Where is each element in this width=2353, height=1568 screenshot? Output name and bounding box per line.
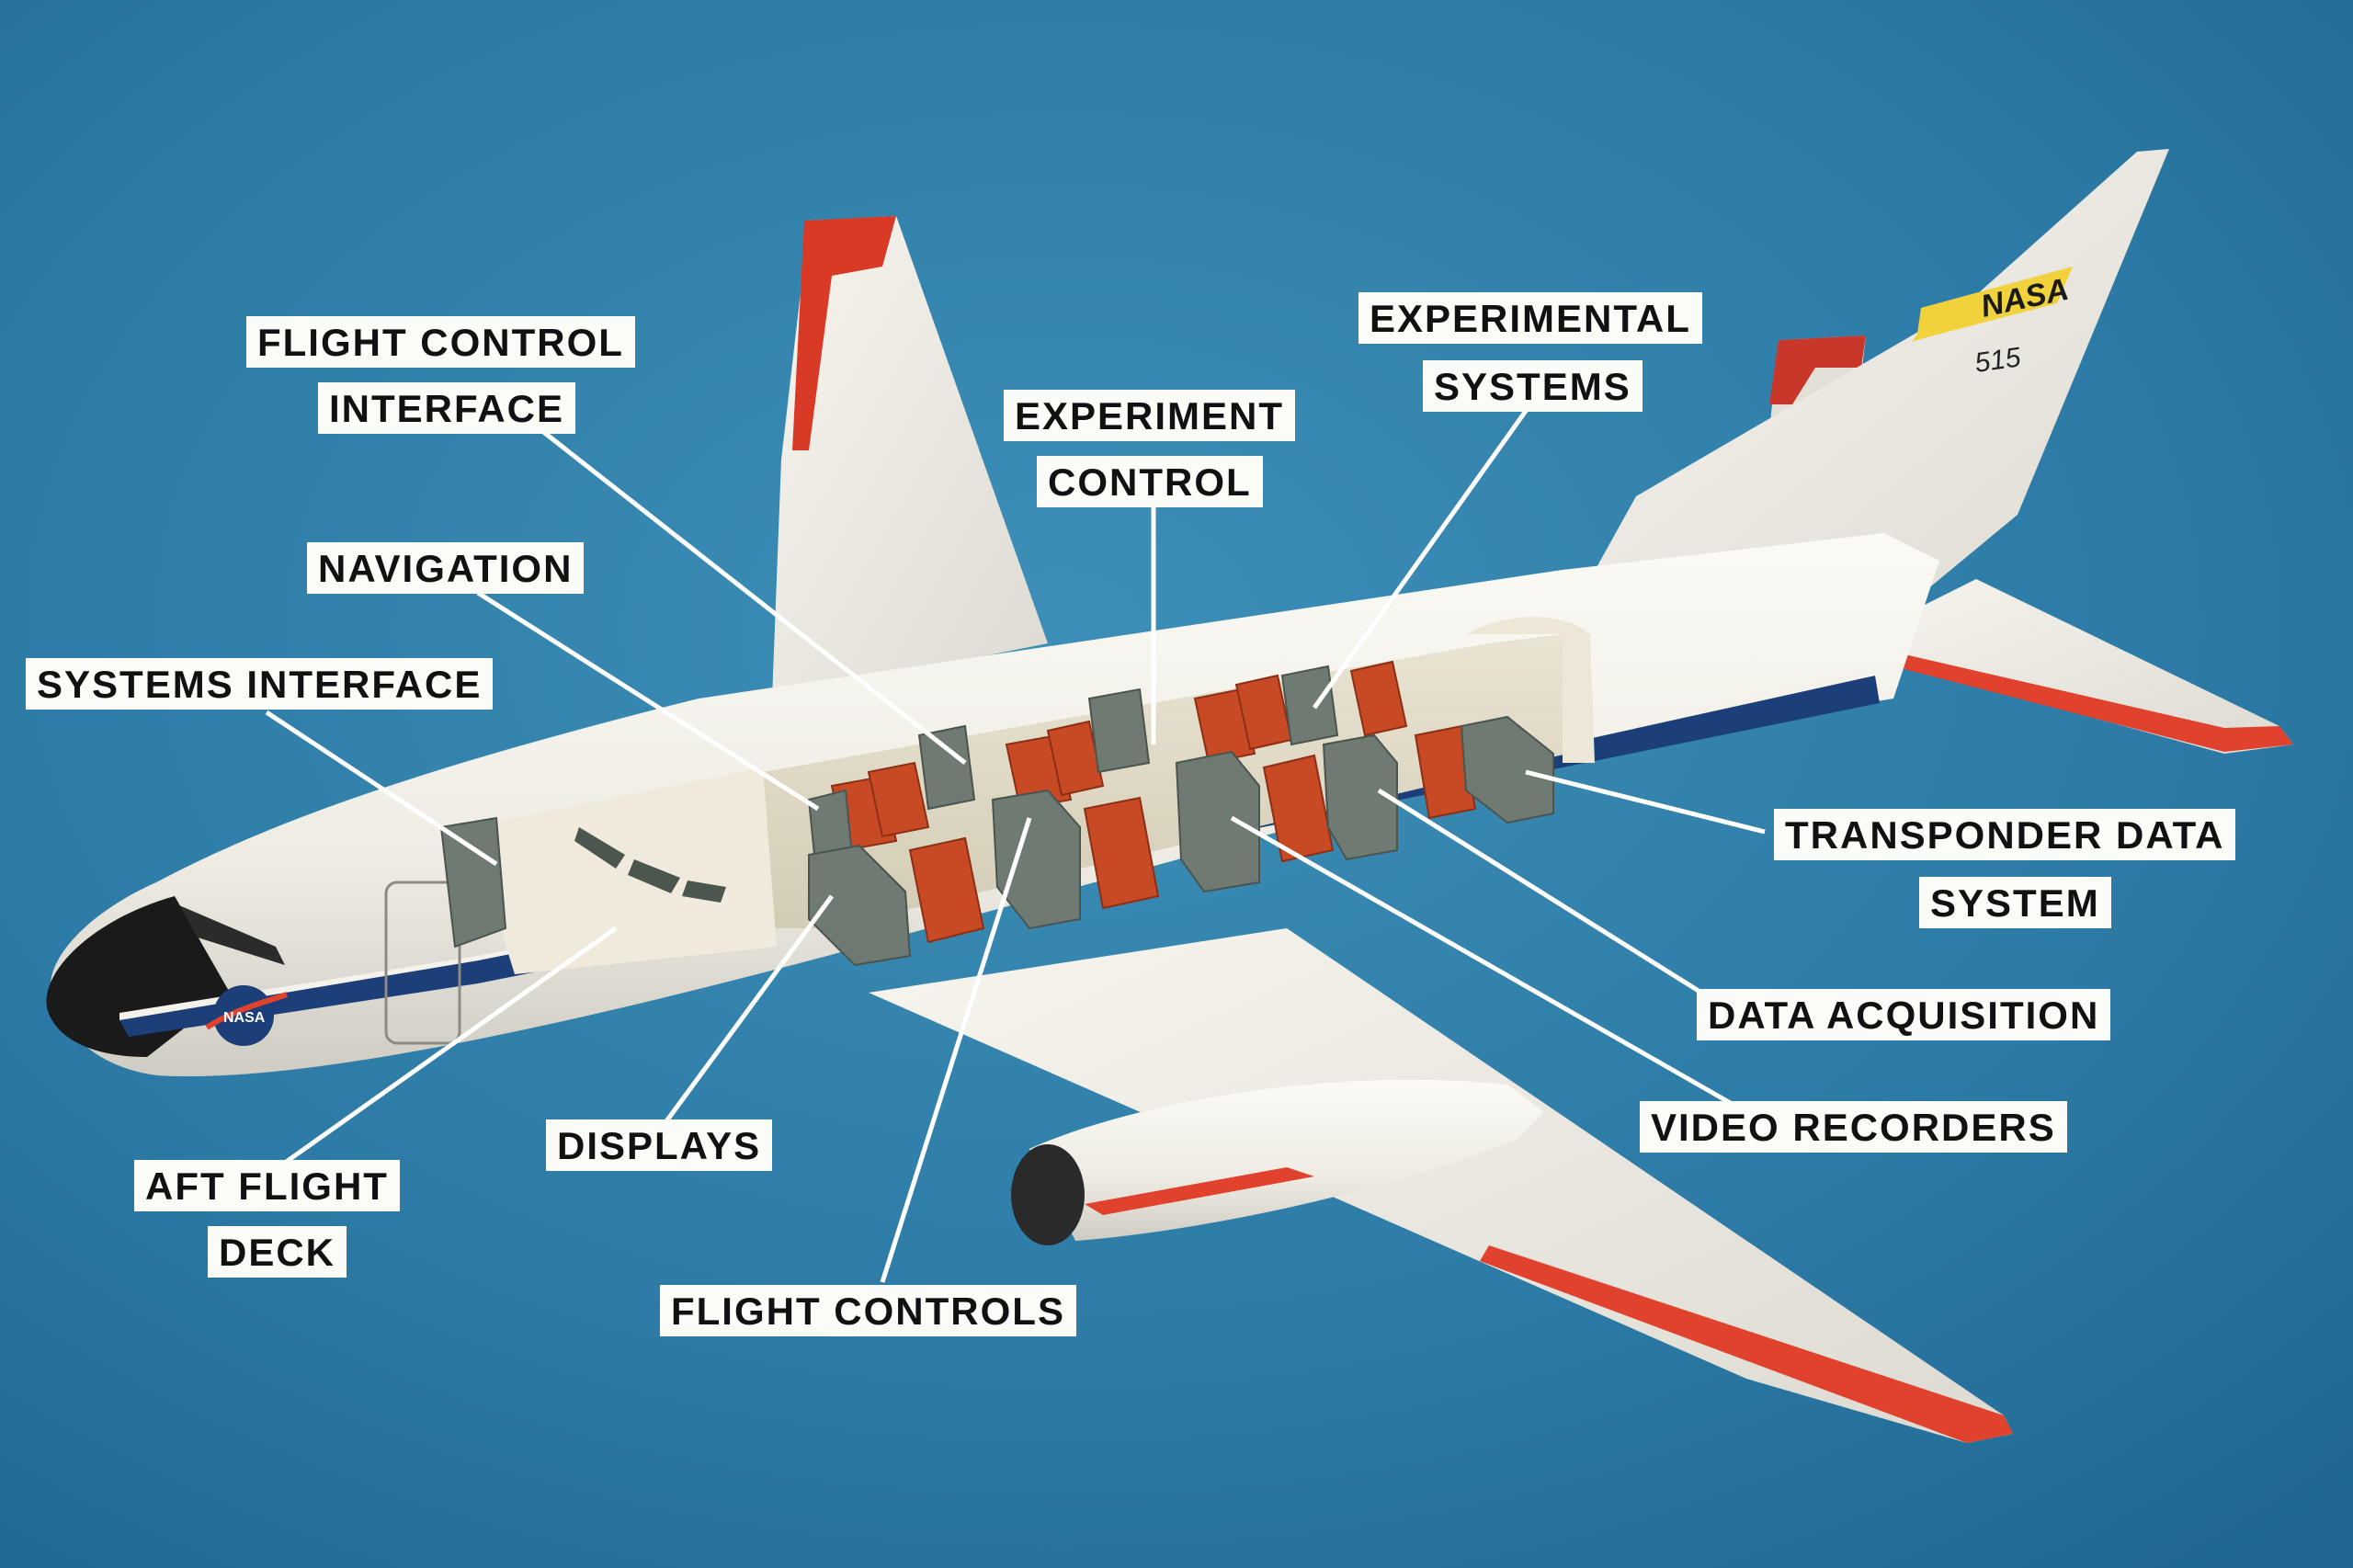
label-navigation: NAVIGATION: [307, 542, 585, 594]
near-stabilizer: [1838, 579, 2293, 754]
label-aft-flight-deck-line1: AFT FLIGHT: [134, 1160, 400, 1211]
label-flight-control-interface-line2: INTERFACE: [318, 382, 576, 434]
label-transponder-data-system-line1: TRANSPONDER DATA: [1774, 809, 2236, 860]
label-experimental-systems-line2: SYSTEMS: [1423, 360, 1643, 412]
label-experiment-control-line2: CONTROL: [1037, 456, 1263, 507]
label-aft-flight-deck-line2: DECK: [208, 1226, 347, 1278]
label-experiment-control-line1: EXPERIMENT: [1004, 390, 1296, 441]
label-systems-interface: SYSTEMS INTERFACE: [26, 658, 494, 710]
label-displays: DISPLAYS: [546, 1119, 773, 1171]
label-video-recorders: VIDEO RECORDERS: [1640, 1101, 2067, 1153]
tail-number: 515: [1972, 342, 2022, 379]
engine: [1011, 1079, 1544, 1245]
label-flight-controls: FLIGHT CONTROLS: [660, 1285, 1076, 1336]
nasa-nose-logo: NASA: [205, 985, 289, 1046]
equipment-racks: [439, 665, 1554, 967]
far-wing: [772, 216, 1048, 699]
aft-flight-deck-windows: [574, 827, 726, 903]
near-wing: [869, 928, 2013, 1443]
label-transponder-data-system-line2: SYSTEM: [1919, 877, 2111, 928]
leader-lines: [265, 403, 1766, 1283]
cabin-seats: [830, 660, 1477, 944]
tail-fin: [1544, 149, 2169, 662]
label-data-acquisition: DATA ACQUISITION: [1697, 989, 2111, 1040]
label-flight-control-interface-line1: FLIGHT CONTROL: [246, 316, 635, 368]
nose-logo-text: NASA: [223, 1010, 266, 1026]
label-experimental-systems-line1: EXPERIMENTAL: [1358, 292, 1702, 344]
